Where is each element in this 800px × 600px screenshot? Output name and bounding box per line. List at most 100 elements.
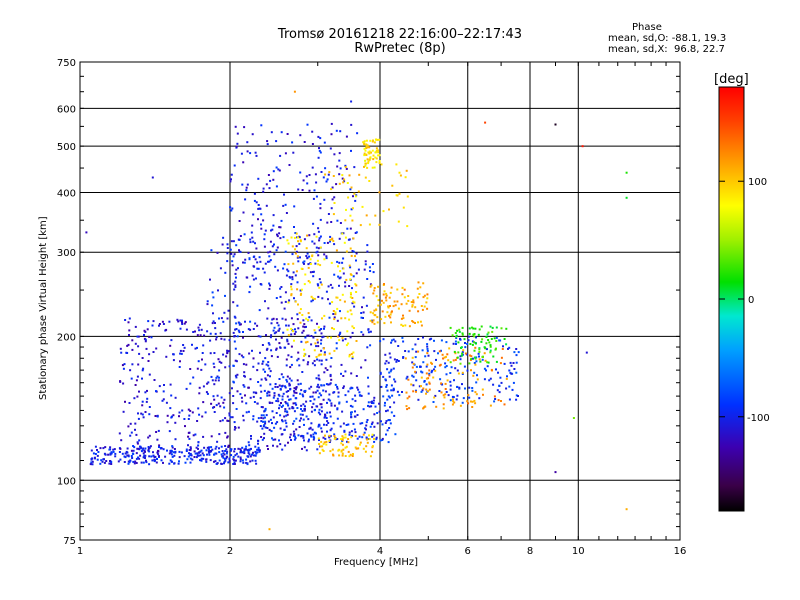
data-point [320, 171, 323, 173]
data-point [393, 378, 396, 381]
data-point [371, 445, 374, 448]
data-point [207, 448, 210, 451]
data-point [217, 379, 220, 382]
data-point [203, 446, 206, 449]
data-point [365, 304, 368, 307]
data-point [302, 179, 305, 182]
data-point [515, 371, 518, 374]
data-point [273, 426, 276, 429]
data-point [444, 382, 447, 385]
data-point [293, 391, 296, 394]
data-point [318, 147, 320, 150]
data-point [224, 450, 227, 452]
data-point [319, 413, 322, 416]
data-point [393, 358, 396, 361]
data-point [316, 448, 319, 451]
data-point [165, 401, 168, 404]
data-point [324, 353, 326, 356]
data-point [350, 186, 353, 189]
data-point [133, 397, 136, 400]
data-point [368, 150, 371, 153]
data-point [311, 297, 314, 300]
data-point [344, 219, 347, 222]
data-point [280, 433, 283, 436]
data-point [221, 419, 224, 422]
data-point [178, 411, 181, 414]
data-point [234, 328, 237, 331]
data-point [254, 258, 257, 261]
data-point [302, 319, 305, 322]
data-point [286, 395, 289, 398]
data-point [302, 359, 305, 362]
data-point [171, 415, 173, 418]
data-point [130, 449, 133, 452]
data-point [168, 320, 171, 323]
data-point [369, 285, 372, 288]
data-point [187, 435, 190, 438]
data-point [205, 449, 208, 452]
data-point [317, 377, 320, 380]
data-point [276, 269, 279, 272]
data-point [307, 266, 310, 269]
data-point [187, 408, 190, 411]
data-point [254, 454, 257, 457]
data-point [422, 282, 425, 285]
data-point [276, 386, 279, 388]
data-point [279, 226, 282, 229]
data-point [370, 284, 373, 287]
data-point [373, 322, 376, 325]
data-point [326, 221, 329, 224]
data-point [275, 297, 278, 299]
data-point [333, 349, 336, 352]
data-point [364, 159, 367, 162]
data-point [147, 320, 150, 323]
data-point [384, 353, 387, 356]
data-point [262, 420, 264, 423]
data-point [313, 364, 316, 367]
data-point [293, 339, 295, 342]
data-point [310, 435, 313, 438]
data-point [473, 341, 476, 344]
data-point [257, 448, 260, 451]
data-point [308, 234, 311, 237]
data-point [342, 257, 345, 260]
data-point [507, 347, 509, 350]
data-point [156, 458, 158, 460]
data-point [451, 398, 454, 401]
data-point [288, 377, 291, 380]
data-point [344, 166, 347, 169]
data-point [224, 431, 227, 434]
data-point [344, 285, 347, 288]
data-point [325, 358, 328, 361]
data-point [326, 401, 328, 404]
data-point [317, 227, 320, 230]
data-point [390, 368, 393, 371]
data-point [243, 449, 246, 452]
data-point [325, 440, 328, 443]
data-point [313, 329, 316, 332]
data-point [201, 452, 204, 455]
data-point [280, 402, 282, 404]
data-point [406, 195, 409, 198]
data-point [454, 367, 457, 370]
data-point [445, 341, 448, 344]
data-point [201, 415, 204, 418]
data-point [136, 447, 139, 450]
data-point [351, 297, 354, 299]
data-point [368, 438, 371, 441]
data-point [254, 322, 257, 325]
data-point [245, 445, 248, 448]
data-point [200, 457, 203, 460]
data-point [225, 355, 228, 358]
data-point [417, 310, 420, 313]
data-point [363, 143, 366, 146]
data-point [373, 440, 376, 443]
data-point [286, 340, 289, 343]
data-point [137, 345, 140, 348]
data-point [389, 305, 391, 307]
data-point [350, 100, 353, 103]
data-point [145, 400, 148, 403]
data-point [301, 331, 304, 334]
data-point [368, 266, 371, 269]
data-point [251, 224, 254, 227]
